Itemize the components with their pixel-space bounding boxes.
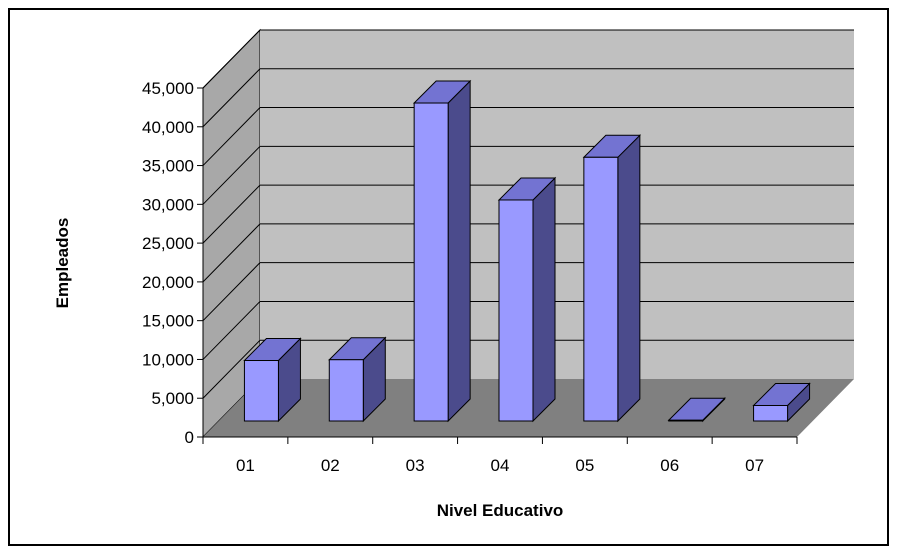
bar-front bbox=[668, 419, 704, 422]
y-tick-label: 20,000 bbox=[142, 273, 194, 292]
y-tick-label: 35,000 bbox=[142, 157, 194, 176]
bar-02 bbox=[328, 336, 387, 423]
bar-front bbox=[413, 102, 449, 422]
y-axis-title: Empleados bbox=[53, 218, 72, 309]
bar-front bbox=[328, 359, 364, 422]
x-tick-label: 03 bbox=[406, 456, 425, 475]
x-tick-label: 07 bbox=[745, 456, 764, 475]
bar-05 bbox=[582, 134, 642, 423]
x-tick-label: 06 bbox=[660, 456, 679, 475]
gridline bbox=[202, 29, 854, 89]
gridlines bbox=[202, 29, 854, 399]
bar-04 bbox=[497, 176, 557, 423]
bar-03 bbox=[412, 79, 472, 423]
chart-walls bbox=[202, 28, 854, 439]
y-tick-label: 10,000 bbox=[142, 350, 194, 369]
bar-01 bbox=[243, 337, 302, 423]
x-tick-label: 02 bbox=[321, 456, 340, 475]
bar-06 bbox=[667, 397, 726, 423]
y-tick-label: 25,000 bbox=[142, 234, 194, 253]
bar-front bbox=[583, 156, 619, 422]
y-axis: 0 5,000 10,000 15,000 20,000 25,000 30,000 35,0… bbox=[142, 79, 204, 447]
bars bbox=[243, 79, 811, 423]
x-tick-label: 01 bbox=[236, 456, 255, 475]
x-axis: 01 02 03 04 05 06 07 bbox=[202, 436, 798, 475]
bar-front bbox=[498, 199, 534, 422]
bar-side bbox=[532, 176, 556, 423]
y-tick-label: 5,000 bbox=[151, 389, 194, 408]
y-tick-label: 40,000 bbox=[142, 118, 194, 137]
bar-side bbox=[617, 134, 641, 423]
y-tick-label: 45,000 bbox=[142, 79, 194, 98]
gridline bbox=[202, 300, 854, 360]
x-tick-label: 05 bbox=[575, 456, 594, 475]
gridline bbox=[202, 107, 854, 166]
bar-front bbox=[243, 360, 279, 422]
y-tick-label: 15,000 bbox=[142, 312, 194, 331]
x-tick-label: 04 bbox=[491, 456, 510, 475]
back-wall bbox=[260, 30, 854, 379]
x-axis-title: Nivel Educativo bbox=[437, 501, 564, 520]
gridline bbox=[202, 145, 854, 205]
gridline bbox=[202, 184, 854, 244]
gridline bbox=[202, 262, 854, 322]
gridline bbox=[202, 223, 854, 283]
y-tick-label: 30,000 bbox=[142, 195, 194, 214]
y-tick-label: 0 bbox=[185, 428, 194, 447]
bar-front bbox=[753, 404, 789, 422]
bar-side bbox=[447, 79, 471, 423]
gridline bbox=[202, 68, 854, 128]
bar-07 bbox=[752, 382, 811, 423]
gridline bbox=[202, 339, 854, 399]
